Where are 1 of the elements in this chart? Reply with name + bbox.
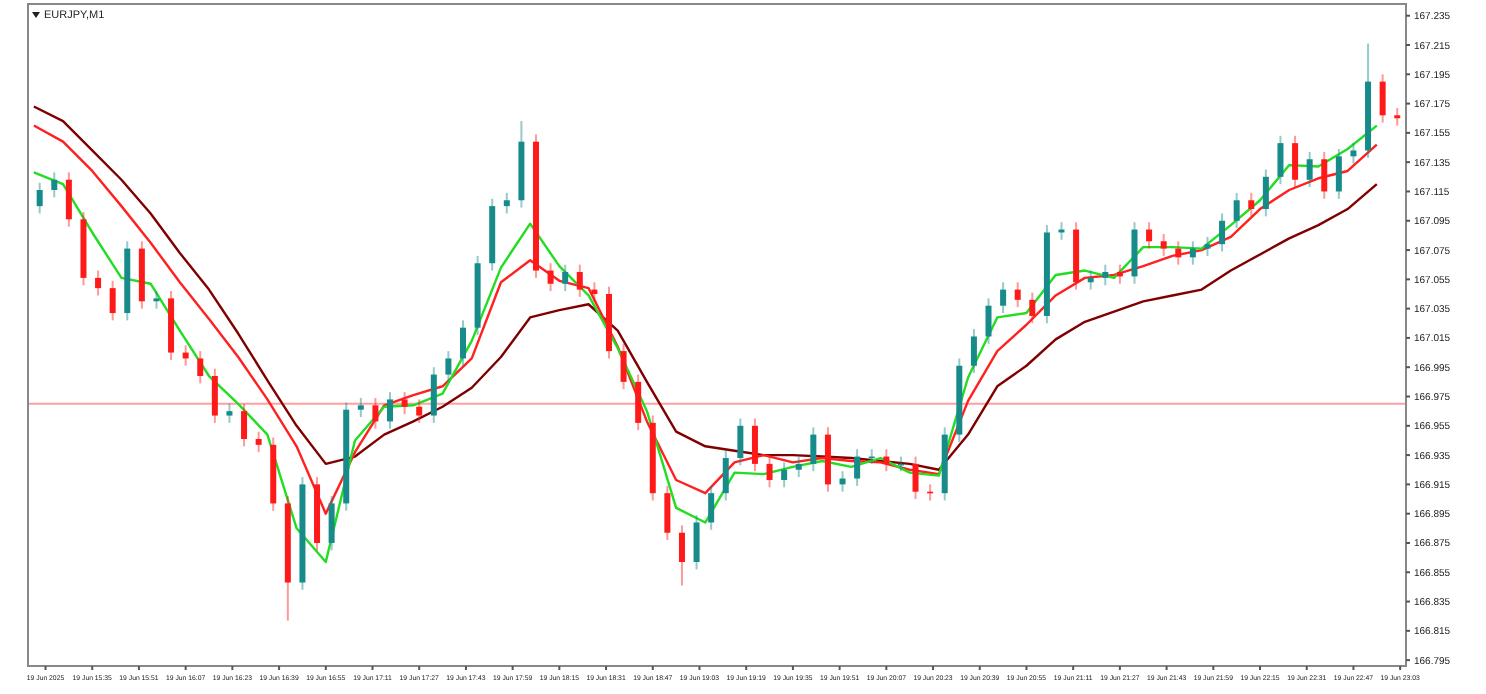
line-series bbox=[32, 105, 1379, 471]
